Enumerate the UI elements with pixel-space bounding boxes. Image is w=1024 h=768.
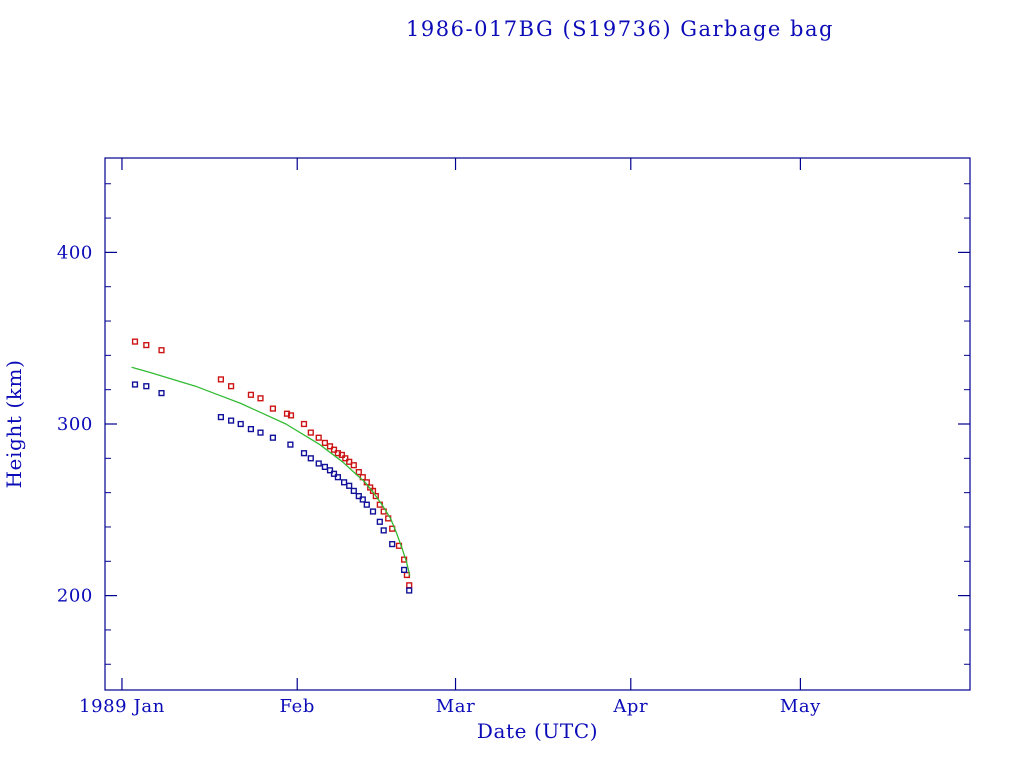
red-squares-marker <box>300 420 308 428</box>
red-squares-marker <box>315 434 322 441</box>
red-squares-marker <box>217 376 225 383</box>
x-axis-label: Date (UTC) <box>477 719 598 743</box>
y-tick-label: 200 <box>57 586 93 607</box>
blue-squares-marker <box>287 441 294 448</box>
x-axis: 1989 Jan Feb Mar Apr May <box>79 158 821 717</box>
blue-squares-marker <box>227 417 235 424</box>
red-squares-marker <box>307 429 314 436</box>
x-tick-label: May <box>780 696 821 717</box>
red-squares-marker <box>131 338 139 345</box>
blue-squares-marker <box>406 587 413 594</box>
blue-squares-marker <box>334 474 342 481</box>
red-squares-marker <box>355 469 362 476</box>
x-tick-label: Mar <box>436 696 476 717</box>
x-tick-label: Feb <box>279 696 314 717</box>
blue-squares-marker <box>158 390 165 397</box>
blue-squares-marker <box>257 429 264 436</box>
red-squares-marker <box>346 458 353 465</box>
blue-squares-marker <box>237 420 244 428</box>
blue-squares-marker <box>217 414 225 421</box>
red-squares-marker <box>269 405 277 412</box>
red-squares-marker <box>158 347 165 354</box>
plot-frame <box>104 157 971 691</box>
x-tick-label: 1989 Jan <box>79 696 165 717</box>
red-squares-marker <box>401 556 408 563</box>
blue-squares-marker <box>315 460 322 467</box>
chart-title: 1986-017BG (S19736) Garbage bag <box>406 17 834 41</box>
blue-squares-marker <box>376 518 383 525</box>
blue-squares-marker <box>269 434 277 441</box>
red-squares-marker <box>406 582 413 589</box>
blue-squares-marker <box>350 487 357 495</box>
red-squares-marker <box>257 395 264 402</box>
series-red-squares <box>131 338 413 589</box>
y-axis-label: Height (km) <box>2 359 26 488</box>
red-squares-marker <box>321 439 329 447</box>
green-curve-path <box>131 366 411 576</box>
y-tick-label: 400 <box>57 242 93 263</box>
blue-squares-marker <box>389 541 396 548</box>
blue-squares-marker <box>369 508 377 515</box>
blue-squares-marker <box>300 450 308 457</box>
series-green-curve <box>131 366 411 576</box>
blue-squares-marker <box>321 463 329 471</box>
blue-squares-marker <box>247 426 255 433</box>
red-squares-marker <box>287 412 295 419</box>
red-squares-marker <box>350 462 357 469</box>
blue-squares-marker <box>355 493 362 500</box>
blue-squares-marker <box>341 479 348 486</box>
red-squares-marker <box>342 455 349 462</box>
blue-squares-marker <box>131 381 139 388</box>
blue-squares-marker <box>380 527 387 534</box>
blue-squares-marker <box>330 470 338 477</box>
red-squares-marker <box>247 391 255 398</box>
red-squares-marker <box>372 493 379 500</box>
blue-squares-marker <box>143 383 150 390</box>
blue-squares-marker <box>359 496 366 503</box>
red-squares-marker <box>326 443 334 450</box>
blue-squares-marker <box>307 455 314 462</box>
red-squares-marker <box>227 383 235 390</box>
series-blue-squares <box>131 381 413 594</box>
red-squares-marker <box>403 571 411 579</box>
blue-squares-marker <box>401 566 408 574</box>
blue-squares-marker <box>346 482 353 489</box>
red-squares-marker <box>338 451 346 459</box>
y-tick-label: 300 <box>57 414 93 435</box>
y-axis: 200 300 400 <box>57 183 970 665</box>
blue-squares-marker <box>326 467 334 474</box>
blue-squares-marker <box>363 501 370 508</box>
red-squares-marker <box>330 446 338 453</box>
x-tick-label: Apr <box>612 696 648 717</box>
red-squares-marker <box>143 342 150 349</box>
